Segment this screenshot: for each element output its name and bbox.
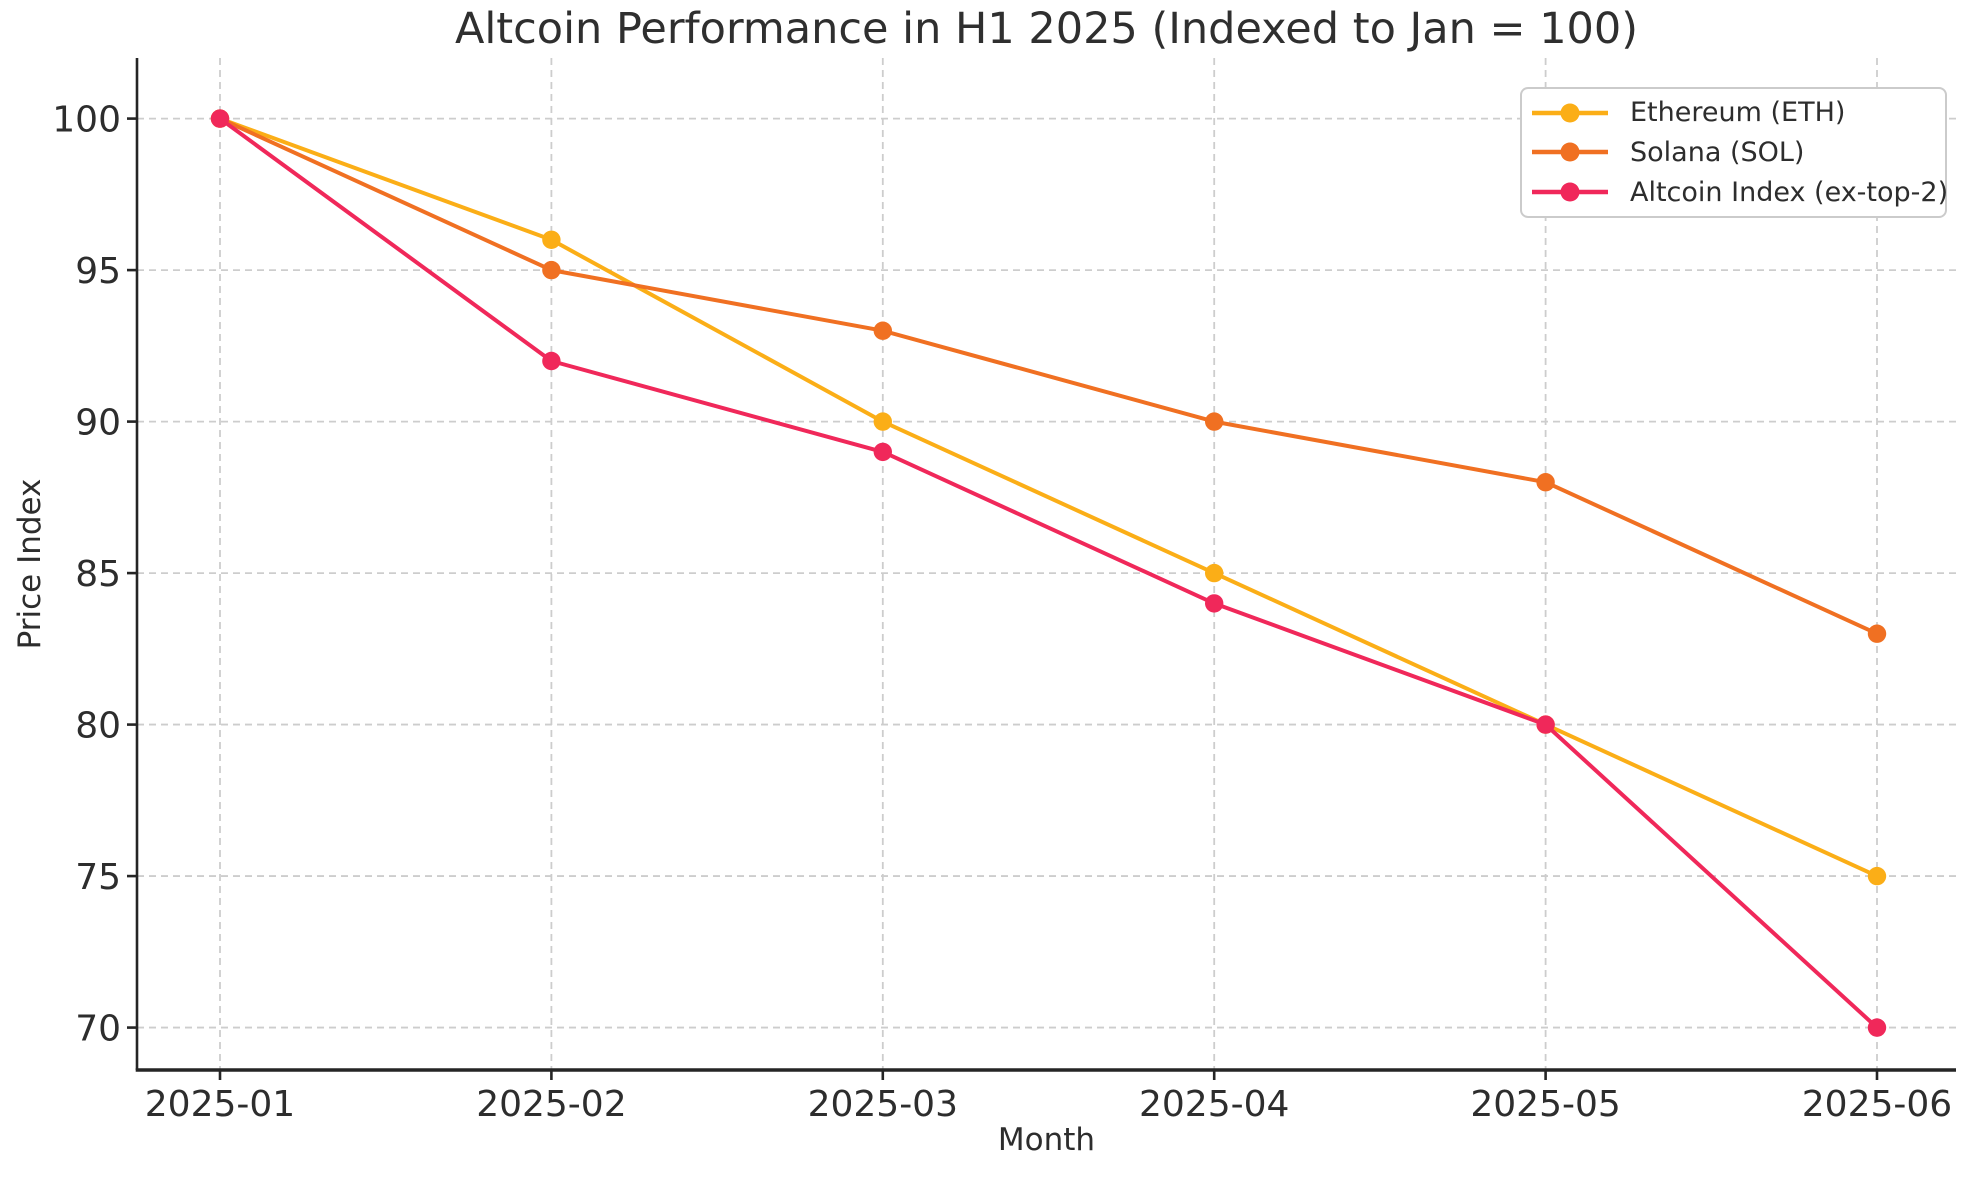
data-point-altcoin-index-ex-top-2 [873,442,892,462]
legend-label: Ethereum (ETH) [1630,97,1846,129]
x-tick-label: 2025-01 [145,1084,295,1125]
legend-label: Solana (SOL) [1630,136,1805,168]
y-tick-label: 95 [75,251,121,292]
chart-title: Altcoin Performance in H1 2025 (Indexed … [454,4,1639,54]
y-tick-label: 75 [75,857,121,898]
data-point-solana-sol [542,260,561,280]
legend-item: Altcoin Index (ex-top-2) [1522,176,1949,208]
x-tick-label: 2025-06 [1802,1084,1952,1125]
data-point-ethereum-eth [1867,866,1887,886]
y-tick-label: 70 [75,1009,121,1050]
x-tick-label: 2025-05 [1470,1084,1620,1125]
legend-item: Ethereum (ETH) [1522,97,1945,128]
x-axis-title: Month [997,1122,1096,1158]
data-point-solana-sol [1536,473,1555,492]
y-tick-label: 85 [75,554,121,595]
data-point-ethereum-eth [873,412,892,431]
data-point-solana-sol [1867,624,1887,643]
x-tick-label: 2025-03 [808,1084,958,1125]
legend-dot [1560,103,1580,123]
data-point-altcoin-index-ex-top-2 [1536,715,1555,734]
legend-marker-icon [1532,142,1608,162]
series-line-solana-sol [219,116,1878,636]
data-point-solana-sol [1205,412,1224,431]
series-line-altcoin-index-ex-top-2 [218,116,1879,1030]
y-axis-title: Price Index [12,478,48,650]
data-point-altcoin-index-ex-top-2 [210,109,230,128]
legend-item: Solana (SOL) [1522,137,1945,168]
data-point-solana-sol [873,321,892,340]
chart-legend: Ethereum (ETH) Solana (SOL) Altcoin Index … [1520,87,1949,218]
legend-label: Altcoin Index (ex-top-2) [1630,176,1949,208]
data-point-ethereum-eth [1205,563,1224,583]
x-tick-label: 2025-02 [476,1084,626,1125]
data-point-altcoin-index-ex-top-2 [542,351,561,371]
data-point-altcoin-index-ex-top-2 [1205,594,1224,613]
data-point-ethereum-eth [542,230,561,249]
y-tick-label: 90 [75,403,121,444]
legend-marker-icon [1532,182,1608,202]
series-line-ethereum-eth [219,116,1878,878]
legend-dot [1560,142,1580,162]
data-point-altcoin-index-ex-top-2 [1867,1018,1887,1037]
y-tick-label: 100 [52,100,121,141]
x-tick-label: 2025-04 [1139,1084,1289,1125]
y-tick-label: 80 [75,706,121,747]
legend-dot [1560,182,1580,202]
legend-marker-icon [1532,103,1608,123]
